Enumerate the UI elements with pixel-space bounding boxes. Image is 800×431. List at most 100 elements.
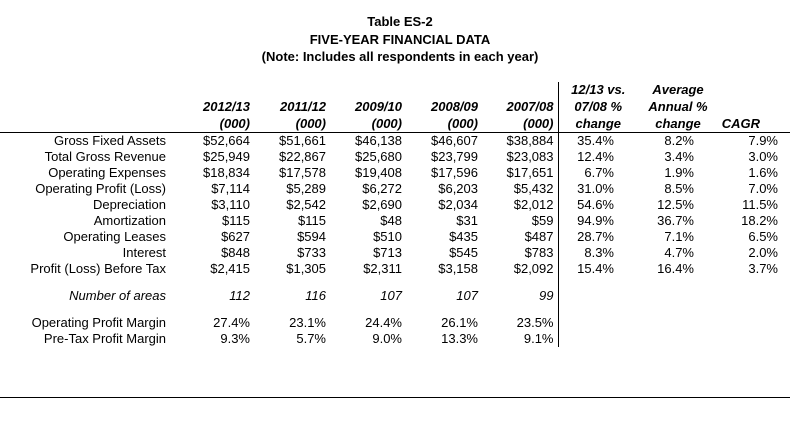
change-cell: 31.0% [577, 181, 614, 196]
change-cell: 28.7% [577, 229, 614, 244]
table-cell: $18,834 [203, 165, 250, 180]
avg-header-line3: change [638, 116, 718, 133]
table-cell: 5.7% [296, 331, 326, 346]
avg-cell: 1.9% [664, 165, 694, 180]
table-cell: $713 [373, 245, 402, 260]
table-cell: 26.1% [441, 315, 478, 330]
change-header-line2: 07/08 % [574, 99, 623, 114]
avg-cell: 3.4% [664, 149, 694, 164]
change-header-line3: change [558, 116, 638, 133]
table-cell: $783 [482, 245, 559, 261]
cagr-cell: 6.5% [748, 229, 778, 244]
table-cell: $510 [373, 229, 402, 244]
table-cell: $46,138 [355, 133, 402, 148]
row-label: Interest [122, 245, 166, 260]
table-cell: $52,664 [203, 133, 250, 148]
avg-cell: 8.5% [664, 181, 694, 196]
table-cell: $594 [297, 229, 326, 244]
row-label: Operating Profit Margin [31, 315, 166, 330]
avg-header-line2: Annual % [648, 99, 708, 114]
table-cell: $23,799 [431, 149, 478, 164]
table-cell: $627 [221, 229, 250, 244]
year-header: 2011/12 [279, 99, 326, 114]
table-cell: $3,110 [211, 197, 250, 212]
cagr-cell: 3.0% [748, 149, 778, 164]
table-cell: $17,596 [431, 165, 478, 180]
table-cell: $2,415 [210, 261, 250, 276]
unit-header: (000) [330, 116, 406, 133]
table-cell: $848 [221, 245, 250, 260]
table-cell: $115 [222, 213, 250, 228]
table-cell: $5,289 [286, 181, 326, 196]
change-cell: 8.3% [584, 245, 614, 260]
table-cell: $23,083 [482, 149, 559, 165]
table-cell: 23.5% [482, 315, 559, 331]
cagr-cell: 18.2% [741, 213, 778, 228]
cagr-cell: 11.5% [742, 197, 778, 212]
table-cell: $31 [456, 213, 478, 228]
table-cell: $115 [298, 213, 326, 228]
table-cell: $2,012 [482, 197, 559, 213]
year-header: 2007/08 [482, 99, 559, 116]
table-cell: 107 [456, 288, 478, 303]
table-row: Gross Fixed Assets $52,664 $51,661 $46,1… [0, 132, 790, 149]
avg-cell: 7.1% [664, 229, 694, 244]
table-cell: $22,867 [279, 149, 326, 164]
avg-cell: 4.7% [664, 245, 694, 260]
avg-cell: 12.5% [657, 197, 694, 212]
table-cell: $2,690 [362, 197, 402, 212]
table-cell: $733 [297, 245, 326, 260]
financial-table: 12/13 vs. Average 2012/13 2011/12 2009/1… [0, 82, 790, 347]
unit-header: (000) [254, 116, 330, 133]
year-header: 2009/10 [355, 99, 402, 114]
row-label: Pre-Tax Profit Margin [43, 331, 166, 346]
table-cell: $2,092 [482, 261, 559, 277]
table-cell: $435 [449, 229, 478, 244]
table-cell: $17,651 [482, 165, 559, 181]
row-label: Depreciation [93, 197, 166, 212]
table-cell: 9.0% [372, 331, 402, 346]
table-cell: $7,114 [211, 181, 250, 196]
year-header: 2008/09 [431, 99, 478, 114]
avg-header-line1: Average [652, 82, 704, 97]
table-cell: $19,408 [355, 165, 402, 180]
table-cell: $48 [380, 213, 402, 228]
change-cell: 12.4% [577, 149, 614, 164]
table-cell: $46,607 [431, 133, 478, 148]
change-cell: 35.4% [577, 133, 614, 148]
table-cell: 9.3% [220, 331, 250, 346]
table-cell: 13.3% [441, 331, 478, 346]
table-row: Interest $848 $733 $713 $545 $783 8.3% 4… [0, 245, 790, 261]
row-label: Operating Expenses [48, 165, 166, 180]
table-cell: 116 [305, 288, 326, 303]
table-cell: 107 [380, 288, 402, 303]
cagr-cell: 7.0% [748, 181, 778, 196]
table-cell: 9.1% [482, 331, 559, 347]
table-cell: $6,272 [362, 181, 402, 196]
cagr-cell: 3.7% [748, 261, 778, 276]
change-cell: 6.7% [584, 165, 614, 180]
table-cell: $2,542 [286, 197, 326, 212]
table-cell: $38,884 [482, 132, 559, 149]
year-header: 2012/13 [203, 99, 250, 114]
table-note: (Note: Includes all respondents in each … [261, 49, 539, 64]
avg-cell: 36.7% [657, 213, 694, 228]
table-cell: $487 [482, 229, 559, 245]
row-label: Profit (Loss) Before Tax [30, 261, 166, 276]
table-cell: $2,034 [438, 197, 478, 212]
table-cell: $1,305 [286, 261, 326, 276]
cagr-header: CAGR [718, 116, 790, 133]
areas-row: Number of areas 112 116 107 107 99 [0, 288, 790, 304]
table-title: FIVE-YEAR FINANCIAL DATA [309, 32, 491, 47]
table-row: Depreciation $3,110 $2,542 $2,690 $2,034… [0, 197, 790, 213]
table-cell: 27.4% [213, 315, 250, 330]
unit-header: (000) [482, 116, 559, 133]
row-label: Amortization [93, 213, 166, 228]
row-label: Number of areas [69, 288, 166, 303]
row-label: Gross Fixed Assets [54, 133, 166, 148]
table-cell: $3,158 [438, 261, 478, 276]
table-cell: $545 [449, 245, 478, 260]
bottom-rule [0, 397, 790, 398]
unit-header: (000) [178, 116, 254, 133]
table-cell: $25,680 [355, 149, 402, 164]
